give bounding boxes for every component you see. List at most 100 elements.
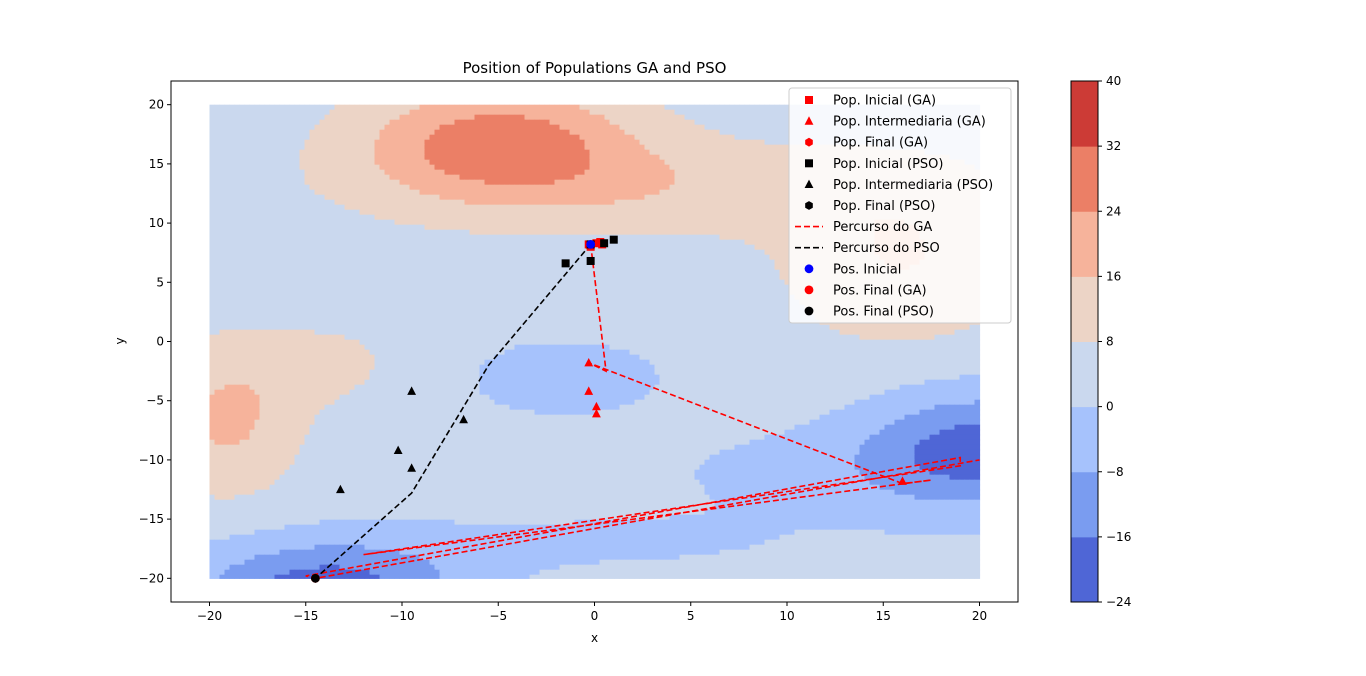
contour-cell [689,154,696,161]
contour-cell [764,239,771,246]
contour-cell [664,259,671,266]
contour-cell [674,224,681,231]
contour-cell [434,144,441,151]
contour-cell [374,199,381,206]
contour-cell [784,129,791,136]
contour-cell [294,194,301,201]
contour-cell [304,164,311,171]
contour-cell [599,214,606,221]
contour-cell [719,124,726,131]
contour-cell [474,199,481,206]
contour-cell [544,244,551,251]
contour-cell [744,229,751,236]
contour-cell [349,174,356,181]
contour-cell [324,179,331,186]
contour-cell [729,219,736,226]
contour-cell [669,169,676,176]
contour-cell [474,234,481,241]
contour-cell [369,109,376,116]
contour-cell [259,199,266,206]
contour-cell [489,254,496,261]
contour-cell [544,114,551,121]
contour-cell [464,234,471,241]
contour-cell [439,164,446,171]
contour-cell [509,259,516,266]
contour-cell [659,134,666,141]
contour-cell [554,204,561,211]
contour-cell [219,124,226,131]
contour-cell [749,239,756,246]
contour-cell [264,254,271,261]
contour-cell [289,224,296,231]
contour-cell [384,209,391,216]
contour-cell [414,189,421,196]
contour-cell [259,224,266,231]
contour-cell [344,229,351,236]
contour-cell [529,249,536,256]
contour-cell [294,259,301,266]
contour-cell [374,194,381,201]
contour-cell [499,234,506,241]
contour-cell [599,164,606,171]
contour-cell [399,129,406,136]
contour-cell [279,189,286,196]
contour-cell [674,149,681,156]
contour-cell [294,254,301,261]
contour-cell [439,149,446,156]
contour-cell [274,114,281,121]
contour-cell [569,199,576,206]
contour-cell [404,249,411,256]
contour-cell [314,254,321,261]
contour-cell [584,234,591,241]
contour-cell [649,174,656,181]
contour-cell [449,109,456,116]
contour-cell [489,144,496,151]
contour-cell [474,249,481,256]
contour-cell [214,199,221,206]
contour-cell [579,249,586,256]
contour-cell [394,219,401,226]
contour-cell [709,129,716,136]
contour-cell [559,149,566,156]
contour-cell [404,229,411,236]
contour-cell [784,174,791,181]
contour-cell [449,184,456,191]
contour-cell [469,214,476,221]
contour-cell [684,164,691,171]
contour-cell [734,129,741,136]
contour-cell [739,184,746,191]
contour-cell [749,124,756,131]
contour-cell [354,229,361,236]
contour-cell [594,194,601,201]
contour-cell [694,204,701,211]
contour-cell [504,259,511,266]
contour-cell [564,214,571,221]
contour-cell [494,119,501,126]
contour-cell [464,119,471,126]
contour-cell [429,134,436,141]
contour-cell [254,159,261,166]
contour-cell [719,254,726,261]
contour-cell [254,179,261,186]
contour-cell [419,224,426,231]
contour-cell [649,129,656,136]
contour-cell [424,129,431,136]
contour-cell [624,224,631,231]
contour-cell [469,234,476,241]
contour-cell [749,244,756,251]
contour-cell [389,174,396,181]
contour-cell [344,259,351,266]
contour-cell [639,179,646,186]
contour-cell [749,234,756,241]
contour-cell [564,184,571,191]
contour-cell [234,239,241,246]
contour-cell [684,229,691,236]
contour-cell [769,109,776,116]
contour-cell [354,149,361,156]
contour-cell [304,209,311,216]
contour-cell [399,244,406,251]
contour-cell [299,244,306,251]
contour-cell [724,204,731,211]
contour-cell [364,214,371,221]
contour-cell [509,139,516,146]
